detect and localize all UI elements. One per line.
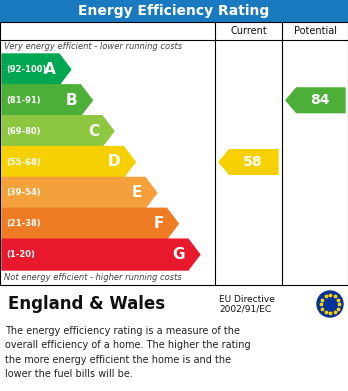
Text: England & Wales: England & Wales bbox=[8, 295, 165, 313]
Bar bbox=[0, 0, 348, 22]
Text: (81-91): (81-91) bbox=[6, 96, 41, 105]
Text: (55-68): (55-68) bbox=[6, 158, 41, 167]
Bar bbox=[0, 22, 348, 285]
Polygon shape bbox=[286, 88, 345, 113]
Text: Potential: Potential bbox=[294, 26, 337, 36]
Text: A: A bbox=[44, 62, 56, 77]
Text: Very energy efficient - lower running costs: Very energy efficient - lower running co… bbox=[4, 42, 182, 51]
Circle shape bbox=[317, 291, 343, 317]
Polygon shape bbox=[2, 85, 92, 116]
Text: F: F bbox=[153, 216, 164, 231]
Text: Not energy efficient - higher running costs: Not energy efficient - higher running co… bbox=[4, 273, 182, 282]
Bar bbox=[0, 285, 348, 323]
Text: (39-54): (39-54) bbox=[6, 188, 41, 197]
Text: Energy Efficiency Rating: Energy Efficiency Rating bbox=[78, 4, 270, 18]
Text: (21-38): (21-38) bbox=[6, 219, 41, 228]
Polygon shape bbox=[2, 239, 200, 270]
Text: E: E bbox=[132, 185, 142, 200]
Text: D: D bbox=[108, 154, 120, 170]
Polygon shape bbox=[2, 178, 157, 208]
Text: Current: Current bbox=[230, 26, 267, 36]
Text: (1-20): (1-20) bbox=[6, 250, 35, 259]
Text: (69-80): (69-80) bbox=[6, 127, 40, 136]
Text: The energy efficiency rating is a measure of the
overall efficiency of a home. T: The energy efficiency rating is a measur… bbox=[5, 326, 251, 379]
Text: B: B bbox=[66, 93, 78, 108]
Text: EU Directive: EU Directive bbox=[219, 296, 275, 305]
Polygon shape bbox=[2, 54, 71, 85]
Text: (92-100): (92-100) bbox=[6, 65, 46, 74]
Text: 58: 58 bbox=[243, 155, 262, 169]
Polygon shape bbox=[2, 208, 178, 239]
Text: 84: 84 bbox=[310, 93, 329, 107]
Text: 2002/91/EC: 2002/91/EC bbox=[219, 305, 271, 314]
Text: G: G bbox=[173, 247, 185, 262]
Text: C: C bbox=[88, 124, 99, 139]
Polygon shape bbox=[2, 116, 114, 147]
Polygon shape bbox=[219, 150, 278, 174]
Polygon shape bbox=[2, 147, 135, 178]
